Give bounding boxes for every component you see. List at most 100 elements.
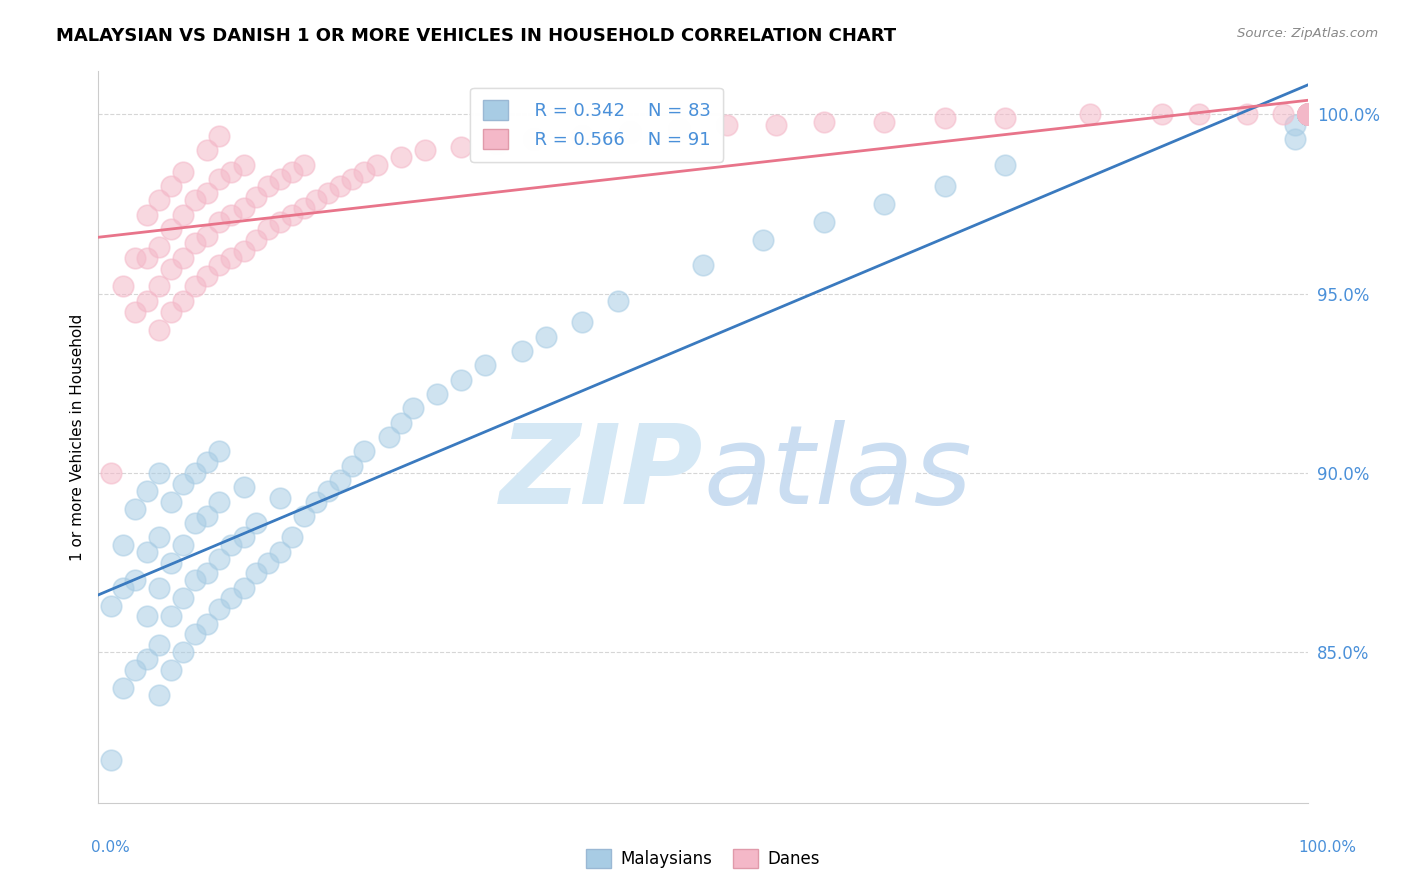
Point [1188,107,1211,121]
Point [221,538,243,552]
Point [292,508,315,523]
Point [135,208,157,222]
Point [184,279,207,293]
Point [232,201,254,215]
Point [716,118,738,132]
Point [1296,107,1319,121]
Point [1296,107,1319,121]
Point [172,645,194,659]
Point [195,455,218,469]
Point [148,279,170,293]
Point [135,293,157,308]
Legend:   R = 0.342    N = 83,   R = 0.566    N = 91: R = 0.342 N = 83, R = 0.566 N = 91 [470,87,723,161]
Point [1296,107,1319,121]
Point [281,208,304,222]
Point [221,165,243,179]
Point [208,444,231,458]
Point [389,150,412,164]
Point [1296,107,1319,121]
Point [329,473,352,487]
Point [523,132,546,146]
Point [752,233,775,247]
Point [269,172,291,186]
Point [571,128,593,143]
Point [172,476,194,491]
Point [160,304,183,318]
Point [366,158,388,172]
Point [1296,107,1319,121]
Point [510,344,533,359]
Point [1296,107,1319,121]
Point [1272,107,1295,121]
Point [281,165,304,179]
Point [402,401,425,416]
Point [208,128,231,143]
Y-axis label: 1 or more Vehicles in Household: 1 or more Vehicles in Household [69,313,84,561]
Point [474,359,496,373]
Point [172,208,194,222]
Point [534,329,557,343]
Point [813,114,835,128]
Point [245,516,267,530]
Point [281,531,304,545]
Point [245,566,267,581]
Point [208,602,231,616]
Point [389,416,412,430]
Point [172,591,194,606]
Point [1296,107,1319,121]
Point [316,483,339,498]
Point [135,609,157,624]
Legend: Malaysians, Danes: Malaysians, Danes [579,843,827,875]
Point [619,125,641,139]
Point [100,466,122,480]
Point [135,251,157,265]
Point [1296,107,1319,121]
Point [292,201,315,215]
Text: ZIP: ZIP [499,420,703,527]
Point [221,591,243,606]
Point [232,531,254,545]
Point [124,574,146,588]
Point [329,179,352,194]
Point [148,466,170,480]
Point [692,258,714,272]
Point [994,111,1017,125]
Point [1296,107,1319,121]
Point [172,538,194,552]
Point [195,616,218,631]
Point [148,531,170,545]
Point [342,458,364,473]
Point [208,494,231,508]
Point [256,556,278,570]
Point [195,229,218,244]
Point [172,251,194,265]
Point [1296,107,1319,121]
Point [342,172,364,186]
Point [1296,107,1319,121]
Point [765,118,787,132]
Point [305,494,328,508]
Point [135,545,157,559]
Point [135,652,157,666]
Point [208,258,231,272]
Point [195,143,218,157]
Text: 0.0%: 0.0% [91,840,131,855]
Point [607,293,630,308]
Point [292,158,315,172]
Point [1296,107,1319,121]
Point [1284,132,1306,146]
Point [184,194,207,208]
Point [184,516,207,530]
Point [221,208,243,222]
Point [232,244,254,258]
Point [668,121,690,136]
Point [135,483,157,498]
Point [1296,107,1319,121]
Point [160,663,183,677]
Point [160,494,183,508]
Point [124,251,146,265]
Point [450,373,472,387]
Point [353,165,375,179]
Point [148,322,170,336]
Point [1296,107,1319,121]
